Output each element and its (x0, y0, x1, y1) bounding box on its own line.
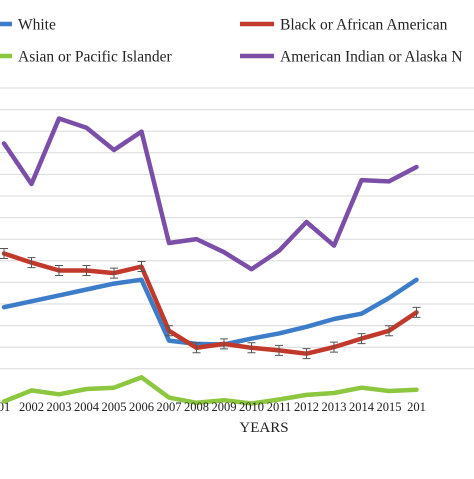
x-tick-label: 2012 (294, 400, 319, 414)
error-bar (412, 306, 421, 318)
data-point (305, 220, 308, 224)
data-point (112, 148, 116, 152)
data-point (222, 251, 226, 254)
data-point (415, 388, 418, 391)
data-point (167, 241, 171, 245)
data-point (222, 399, 226, 402)
data-point (387, 180, 391, 183)
data-point (332, 317, 336, 321)
x-tick-label: 201 (407, 400, 426, 414)
error-bar (0, 247, 8, 259)
data-point (195, 237, 198, 241)
data-point (277, 249, 281, 252)
data-point (415, 278, 418, 281)
data-point (195, 401, 198, 404)
data-point (112, 386, 116, 389)
data-point (250, 268, 253, 271)
error-bar (55, 264, 63, 276)
data-point (2, 306, 6, 309)
x-tick-label: 2009 (212, 400, 237, 414)
data-point (250, 337, 253, 340)
data-point (57, 117, 61, 120)
error-bar (27, 257, 36, 269)
error-bar (275, 344, 283, 356)
data-point (277, 332, 281, 335)
data-point (167, 339, 171, 342)
data-point (140, 376, 143, 379)
x-tick-label: 01 (0, 400, 10, 414)
series-lines (0, 116, 421, 406)
series-line (1, 251, 419, 356)
series-line (1, 116, 419, 272)
x-tick-label: 2015 (377, 400, 402, 414)
data-point (360, 178, 363, 182)
x-tick-label: 2002 (19, 400, 44, 414)
grid-lines (0, 87, 474, 370)
legend-marker (255, 54, 259, 58)
x-tick-label: 2004 (74, 400, 100, 414)
data-point (305, 325, 308, 328)
data-point (415, 165, 418, 169)
error-bar (110, 267, 118, 279)
legend-label: Asian or Pacific Islander (18, 49, 172, 66)
x-tick-label: 2008 (184, 400, 209, 414)
x-tick-label: 2005 (102, 400, 127, 414)
x-tick-label: 2007 (157, 400, 182, 414)
x-tick-label: 2013 (322, 400, 347, 414)
x-tick-label: 2011 (267, 400, 292, 414)
legend-label: White (18, 17, 56, 34)
x-axis: 01 2002 2003 2004 2005 2006 2007 2008 2009 2010 20… (0, 400, 426, 414)
error-bar (385, 325, 393, 337)
data-point (140, 130, 143, 133)
legend-marker (255, 22, 259, 26)
data-point (387, 296, 391, 300)
x-tick-label: 2014 (349, 400, 375, 414)
error-bar (82, 264, 91, 276)
data-point (112, 282, 116, 285)
error-bar (247, 342, 256, 354)
error-bar (137, 261, 146, 273)
data-point (30, 182, 33, 186)
data-point (387, 389, 391, 393)
x-tick-label: 2003 (47, 400, 72, 414)
data-point (57, 393, 61, 396)
legend-label: American Indian or Alaska N (280, 49, 463, 66)
data-point (332, 244, 336, 247)
error-bar (165, 325, 173, 337)
error-bar (192, 342, 201, 354)
x-tick-label: 2006 (129, 400, 154, 414)
series-line (1, 277, 419, 347)
data-point (360, 312, 363, 315)
data-point (305, 393, 308, 397)
legend-label: Black or African American (280, 17, 448, 34)
data-point (360, 386, 363, 389)
data-point (30, 300, 33, 303)
data-point (332, 391, 336, 395)
x-axis-label: YEARS (239, 420, 288, 436)
error-bar (302, 348, 311, 360)
error-bar (220, 338, 228, 350)
series-line (1, 375, 419, 406)
x-tick-label: 2010 (239, 400, 264, 414)
data-point (30, 389, 33, 392)
data-point (277, 398, 281, 401)
legend: White Black or African American Asian or P… (0, 17, 463, 66)
data-point (85, 387, 88, 391)
data-point (167, 396, 171, 399)
error-bar (330, 341, 338, 353)
data-point (140, 278, 143, 281)
data-point (250, 402, 253, 405)
data-point (2, 142, 6, 145)
error-bar (357, 333, 366, 345)
data-point (57, 294, 61, 297)
data-point (2, 400, 6, 403)
data-point (85, 288, 88, 291)
data-point (85, 126, 88, 129)
